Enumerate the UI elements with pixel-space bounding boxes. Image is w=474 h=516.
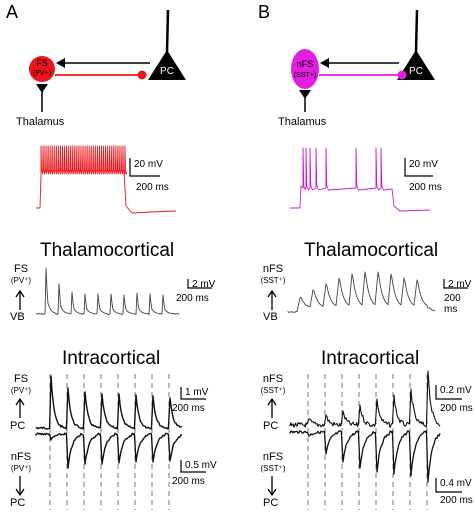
pc-neuron-a xyxy=(148,50,186,80)
row-arrows xyxy=(15,289,277,497)
pc-dendrite-b xyxy=(414,9,419,53)
ic1-scale-v-a: 1 mV xyxy=(185,387,209,398)
panel-label-b: B xyxy=(258,2,271,22)
section-title-intracortical-a: Intracortical xyxy=(62,348,161,369)
section-title-thalamocortical-b: Thalamocortical xyxy=(304,240,439,261)
firing-trace-b xyxy=(290,147,431,212)
fs-label-a: FS (PV+) xyxy=(32,58,52,78)
section-title-intracortical-b: Intracortical xyxy=(321,348,420,369)
tc-trace-b xyxy=(287,271,436,314)
firing-scale-v-b: 20 mV xyxy=(409,159,438,170)
ic-scales xyxy=(180,385,462,493)
ic2-row-bottom-b: PC xyxy=(263,497,279,509)
firing-scale-a xyxy=(129,158,160,177)
inhibitory-synapse-b xyxy=(397,70,407,80)
ic1-row-bottom-b: PC xyxy=(263,420,279,432)
firing-scale-t-b: 200 ms xyxy=(409,182,442,193)
ic2-scale-v-b: 0.4 mV xyxy=(440,478,472,489)
fs-interneuron-a xyxy=(29,56,55,82)
ic2-trace-b xyxy=(289,430,441,483)
tc-row-bottom-b: VB xyxy=(263,311,278,323)
pc-label-a: PC xyxy=(160,66,174,77)
tc-scale-v-b: 2 mV xyxy=(448,279,472,290)
ic2-scale-a xyxy=(180,460,206,473)
pc-dendrite-a xyxy=(165,9,170,53)
ic2-scale-t-a: 200 ms xyxy=(172,476,205,487)
tc-scale-a xyxy=(187,279,212,289)
ic1-trace-a xyxy=(35,375,183,430)
pc-label-b: PC xyxy=(409,66,423,77)
ic1-row-bottom-a: PC xyxy=(10,420,26,432)
excitatory-synapse-b xyxy=(320,58,329,68)
thalamic-synapse-a xyxy=(36,84,48,93)
pc-neuron-b xyxy=(397,50,435,80)
tc-scale-t-b: 200 ms xyxy=(444,293,461,315)
tc-scale-v-a: 2 mV xyxy=(192,279,216,290)
ic2-row-bottom-a: PC xyxy=(10,497,26,509)
inhibitory-synapse-a xyxy=(137,70,147,80)
thalamic-synapse-b xyxy=(299,90,311,99)
tc-scale-b xyxy=(443,279,468,289)
firing-scale-t-a: 200 ms xyxy=(136,182,169,193)
ic2-scale-v-a: 0.5 mV xyxy=(185,460,217,471)
thalamus-label-b: Thalamus xyxy=(278,116,327,128)
circuit-a xyxy=(29,9,186,112)
tc-row-label-b: nFS (SST⁺) xyxy=(260,263,286,286)
ic1-scale-a xyxy=(180,387,206,400)
section-title-thalamocortical-a: Thalamocortical xyxy=(40,240,175,261)
ic1-scale-t-a: 200 ms xyxy=(172,403,205,414)
excitatory-synapse-a xyxy=(56,58,65,68)
firing-trace-a xyxy=(36,145,177,214)
ic2-scale-b xyxy=(435,478,462,493)
tc-row-label-a: FS (PV⁺) xyxy=(10,263,32,286)
panel-label-a: A xyxy=(6,2,19,22)
ic1-scale-t-b: 200 ms xyxy=(440,403,473,414)
ic1-scale-b xyxy=(435,385,462,400)
ic2-trace-a xyxy=(35,432,183,469)
nfs-label-b: nFS (SST+) xyxy=(293,59,317,79)
ic2-row-label-b: nFS (SST⁺) xyxy=(260,451,286,474)
ic2-row-label-a: nFS (PV⁺) xyxy=(10,451,32,474)
tc-scale-t-a: 200 ms xyxy=(176,293,209,304)
tc-trace-a xyxy=(35,267,180,316)
firing-scale-v-a: 20 mV xyxy=(134,159,163,170)
ic1-trace-b xyxy=(289,370,441,428)
nfs-interneuron-b xyxy=(291,49,319,89)
ic1-scale-v-b: 0.2 mV xyxy=(440,385,472,396)
firing-scale-b xyxy=(404,158,433,177)
ic2-scale-t-b: 200 ms xyxy=(440,495,473,506)
thalamus-label-a: Thalamus xyxy=(16,116,65,128)
ic1-row-label-b: nFS (SST⁺) xyxy=(260,373,286,396)
circuit-b xyxy=(291,9,435,112)
tc-row-bottom-a: VB xyxy=(10,311,25,323)
ic1-row-label-a: FS (PV⁺) xyxy=(10,373,32,396)
